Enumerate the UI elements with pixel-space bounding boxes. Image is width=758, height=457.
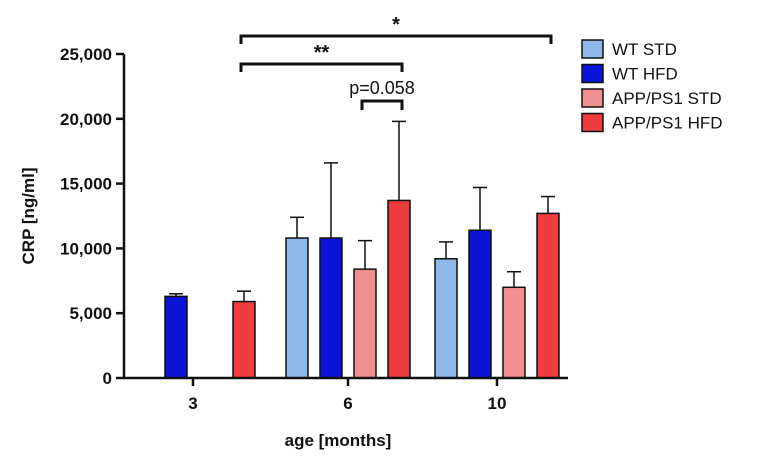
significance-label-2: ** [314,42,330,64]
legend-label-app-ps1-std: APP/PS1 STD [612,89,722,108]
significance-bracket-1 [239,34,553,44]
bar-app-ps1-hfd-3 [232,300,256,379]
legend-swatch-app-ps1-std [581,88,604,108]
x-tick-label-3: 3 [188,394,197,413]
bar-app-ps1-hfd-10 [536,212,560,379]
y-tick-label-10000: 10,000 [60,239,112,258]
x-tick-label-10: 10 [488,394,507,413]
y-tick-label-15000: 15,000 [60,175,112,194]
bar-wt-hfd-6 [319,237,343,379]
y-tick-label-0: 0 [103,369,112,388]
axes: 0 5,000 10,000 15,000 20,000 25,000 3 6 10 [60,45,568,413]
significance-brackets: ***p=0.058 [239,14,553,110]
y-tick-label-5000: 5,000 [69,304,112,323]
bar-wt-std-10 [434,258,458,379]
significance-label-3: p=0.058 [349,78,415,98]
legend: WT STD WT HFD APP/PS1 STD APP/PS1 HFD [581,39,723,133]
y-tick-label-20000: 20,000 [60,110,112,129]
bar-app-ps1-std-6 [353,268,377,379]
x-axis-title: age [months] [285,431,392,450]
x-tick-label-6: 6 [343,394,352,413]
bar-app-ps1-hfd-6 [387,199,411,379]
y-tick-label-25000: 25,000 [60,45,112,64]
significance-bracket-3 [360,99,404,110]
bars [164,120,560,379]
legend-label-app-ps1-hfd: APP/PS1 HFD [612,114,723,133]
bar-wt-hfd-10 [468,229,492,379]
bar-wt-std-6 [285,237,309,379]
legend-label-wt-hfd: WT HFD [612,65,678,84]
legend-label-wt-std: WT STD [612,40,677,59]
legend-swatch-wt-std [581,39,604,59]
bar-app-ps1-std-10 [502,286,526,379]
y-axis-title: CRP [ng/ml] [19,168,38,265]
legend-swatch-app-ps1-hfd [581,112,604,133]
legend-swatch-wt-hfd [581,63,604,84]
significance-bracket-2 [239,62,404,72]
significance-label-1: * [392,14,400,36]
bar-wt-hfd-3 [164,295,188,379]
